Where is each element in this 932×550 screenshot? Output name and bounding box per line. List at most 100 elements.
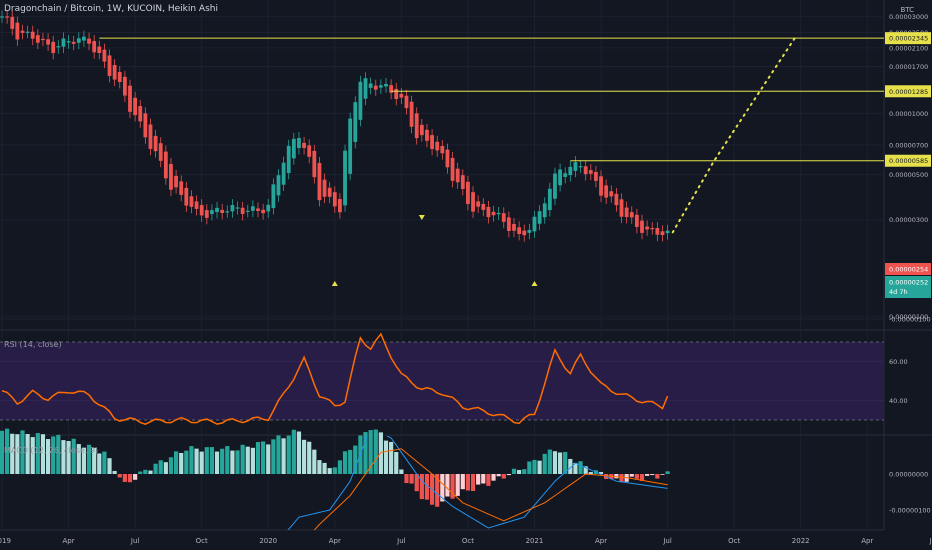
candle-body — [107, 55, 112, 76]
macd-histogram-bar — [235, 450, 240, 474]
candle-body — [645, 226, 650, 230]
macd-histogram-bar — [353, 445, 358, 474]
candle-body — [307, 145, 312, 157]
macd-histogram-bar — [542, 453, 547, 474]
macd-histogram-bar — [342, 451, 348, 474]
macd-histogram-bar — [568, 458, 573, 474]
macd-histogram-bar — [230, 450, 235, 474]
candle-body — [368, 83, 373, 88]
macd-histogram-bar — [506, 474, 511, 476]
candle-body — [425, 129, 429, 141]
candle-body — [619, 199, 624, 217]
macd-histogram-bar — [5, 428, 10, 474]
candle-body — [460, 175, 465, 189]
macd-histogram-bar — [639, 474, 645, 481]
candle-body — [445, 149, 450, 168]
macd-histogram-bar — [501, 474, 506, 479]
candle-body — [394, 88, 399, 100]
macd-histogram-bar — [214, 451, 220, 474]
time-tick-label: Oct — [462, 537, 474, 545]
time-tick-label: 2021 — [526, 537, 544, 545]
macd-histogram-bar — [486, 474, 491, 486]
level-price-label: 0.00001285 — [889, 88, 928, 96]
candle-body — [430, 135, 434, 150]
rsi-tick-label: 40.00 — [889, 397, 908, 405]
candle-body — [153, 135, 158, 152]
price-tick-label: 0.00001000 — [889, 110, 928, 118]
macd-histogram-bar — [363, 432, 368, 474]
candle-body — [20, 30, 25, 33]
candle-body — [210, 210, 214, 214]
macd-histogram-bar — [563, 451, 568, 474]
macd-histogram-bar — [399, 469, 404, 474]
time-tick-label: Apr — [62, 537, 74, 545]
candle-body — [609, 191, 614, 197]
macd-histogram-bar — [634, 474, 639, 479]
macd-histogram-bar — [10, 433, 15, 474]
candle-body — [419, 124, 424, 136]
macd-histogram-bar — [250, 447, 255, 474]
candle-body — [563, 173, 568, 178]
candle-body — [15, 22, 20, 40]
macd-histogram-bar — [296, 431, 302, 474]
candle-body — [532, 216, 537, 232]
candle-body — [399, 93, 404, 98]
macd-histogram-bar — [547, 449, 552, 474]
candle-body — [665, 230, 670, 234]
macd-histogram-bar — [517, 469, 522, 474]
macd-histogram-bar — [660, 474, 665, 475]
candle-body — [568, 166, 573, 176]
macd-histogram-bar — [71, 438, 76, 474]
macd-histogram-bar — [189, 446, 194, 474]
time-tick-label: Jul — [396, 537, 406, 545]
candle-body — [112, 65, 117, 80]
macd-histogram-bar — [158, 460, 163, 474]
candle-body — [71, 41, 76, 44]
candle-body — [143, 113, 148, 138]
candle-body — [148, 124, 153, 149]
candle-body — [256, 208, 260, 212]
candle-body — [76, 38, 81, 43]
candle-body — [25, 31, 30, 33]
macd-histogram-bar — [450, 474, 455, 499]
macd-histogram-bar — [220, 448, 225, 474]
macd-histogram-bar — [153, 463, 158, 474]
candle-body — [266, 204, 271, 212]
candle-body — [414, 113, 419, 139]
macd-histogram-bar — [266, 444, 271, 474]
candle-body — [332, 192, 337, 207]
last-price-tag — [885, 276, 931, 298]
level-price-tag — [885, 85, 931, 98]
macd-histogram-bar — [645, 474, 650, 476]
candle-body — [594, 171, 598, 181]
level-price-tag — [885, 32, 931, 45]
macd-histogram-bar — [30, 437, 35, 474]
macd-histogram-bar — [552, 451, 558, 474]
time-tick-label: Jul — [929, 537, 932, 545]
candle-body — [624, 207, 629, 218]
candle-body — [117, 72, 122, 82]
macd-histogram-bar — [465, 474, 471, 491]
macd-tick-label: 0.00000000 — [889, 471, 928, 479]
candle-body — [537, 211, 542, 224]
time-tick-label: 2020 — [259, 537, 277, 545]
macd-histogram-bar — [532, 459, 537, 474]
macd-histogram-bar — [665, 471, 670, 474]
rsi-tick-label: 60.00 — [889, 358, 908, 366]
candle-body — [82, 36, 86, 41]
candle-body — [87, 38, 91, 44]
candle-body — [225, 211, 230, 213]
macd-signal-line — [313, 448, 668, 530]
macd-histogram-bar — [445, 474, 450, 497]
macd-histogram-bar — [307, 441, 312, 474]
candle-body — [378, 85, 383, 88]
candle-body — [158, 143, 163, 161]
macd-histogram-bar — [511, 468, 517, 474]
candle-body — [184, 187, 189, 206]
macd-histogram-bar — [460, 474, 465, 490]
macd-histogram-bar — [51, 436, 56, 474]
candle-body — [276, 175, 281, 196]
macd-histogram-bar — [138, 471, 143, 474]
